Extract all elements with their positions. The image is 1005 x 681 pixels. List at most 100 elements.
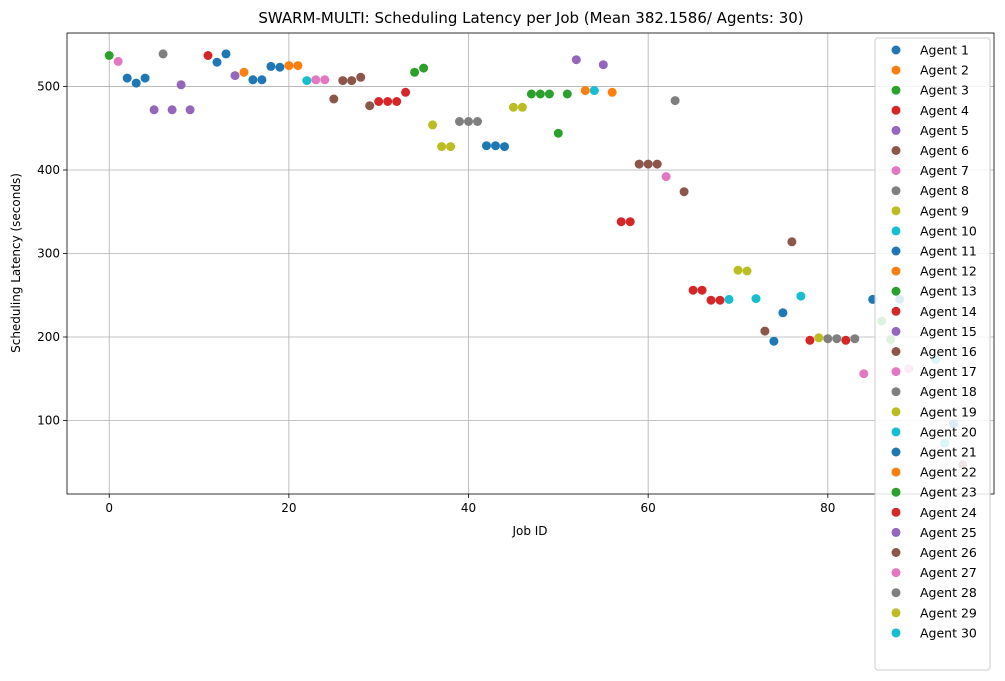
data-point [607,87,617,97]
legend-label: Agent 18 [920,384,977,399]
data-point [338,76,348,86]
legend-marker [891,306,901,316]
legend-marker [891,487,901,497]
data-point [796,291,806,301]
legend-marker [891,125,901,135]
data-point [167,105,177,115]
legend-label: Agent 17 [920,364,977,379]
legend-label: Agent 7 [920,163,969,178]
data-point [661,172,671,182]
data-point [643,159,653,169]
data-point [383,97,393,106]
data-point [212,57,222,67]
legend-label: Agent 26 [920,545,977,560]
data-point [248,75,258,85]
legend-marker [891,628,901,638]
data-point [374,97,384,106]
axis-ticks: 0 20 40 60 80 100 200 300 400 500 [37,79,835,515]
legend-label: Agent 30 [920,625,977,640]
legend-marker [891,246,901,256]
data-point [473,117,482,126]
data-point [805,335,815,345]
data-point [859,369,869,379]
legend: Agent 1 Agent 2 Agent 3 Agent 4 Agent 5 Agent… [874,37,991,671]
data-point [419,63,429,73]
data-point [257,75,267,85]
legend-marker [891,226,901,236]
legend-marker [891,206,901,216]
data-point [482,141,491,151]
data-point [697,285,707,295]
data-point [311,75,321,85]
data-point [239,67,249,77]
data-point [392,97,402,106]
legend-label: Agent 4 [920,103,969,118]
data-point [401,87,411,97]
data-point [113,56,123,66]
data-point [446,142,456,152]
data-point [616,217,626,227]
data-point [347,76,357,86]
data-point [185,105,195,115]
legend-marker [891,507,901,517]
data-point [850,334,860,344]
legend-label: Agent 11 [920,244,977,259]
legend-marker [891,186,901,196]
data-point [688,285,698,295]
data-point [670,96,680,106]
data-point [625,217,635,227]
legend-marker [891,166,901,176]
legend-label: Agent 2 [920,63,969,78]
data-point [751,294,761,304]
legend-marker [891,45,901,55]
legend-label: Agent 13 [920,284,977,299]
legend-marker [891,105,901,115]
legend-label: Agent 19 [920,404,977,419]
x-tick-label: 80 [820,501,835,515]
data-point [266,61,276,71]
x-tick-label: 40 [461,501,476,515]
legend-marker [891,527,901,537]
data-point [356,72,366,82]
data-point [715,295,725,305]
data-point [778,308,788,318]
legend-label: Agent 27 [920,565,977,580]
y-tick-label: 400 [37,163,60,177]
data-point [742,266,752,276]
data-point [131,78,141,88]
y-tick-label: 500 [37,79,60,93]
legend-marker [891,85,901,95]
data-point [526,89,536,99]
legend-label: Agent 22 [920,465,977,480]
data-point [302,76,312,86]
legend-label: Agent 14 [920,304,977,319]
data-point [410,67,420,77]
data-point [679,187,689,197]
data-point [544,89,554,99]
legend-marker [891,427,901,437]
legend-marker [891,286,901,296]
data-point [365,101,375,111]
data-point [823,334,833,344]
data-point [724,294,734,304]
legend-label: Agent 25 [920,525,977,540]
data-point [275,62,285,72]
data-point [284,61,294,71]
x-axis-label: Job ID [511,524,547,538]
legend-marker [891,146,901,155]
data-point [203,51,213,60]
data-point [104,51,114,60]
data-point [508,102,518,112]
x-tick-label: 60 [641,501,656,515]
x-tick-label: 20 [281,501,296,515]
legend-label: Agent 15 [920,324,977,339]
legend-marker [891,266,901,276]
legend-marker [891,608,901,618]
legend-label: Agent 3 [920,83,969,98]
data-point [428,120,438,130]
data-point [140,73,150,83]
legend-label: Agent 24 [920,505,977,520]
data-point [500,142,509,152]
data-point [535,89,545,99]
